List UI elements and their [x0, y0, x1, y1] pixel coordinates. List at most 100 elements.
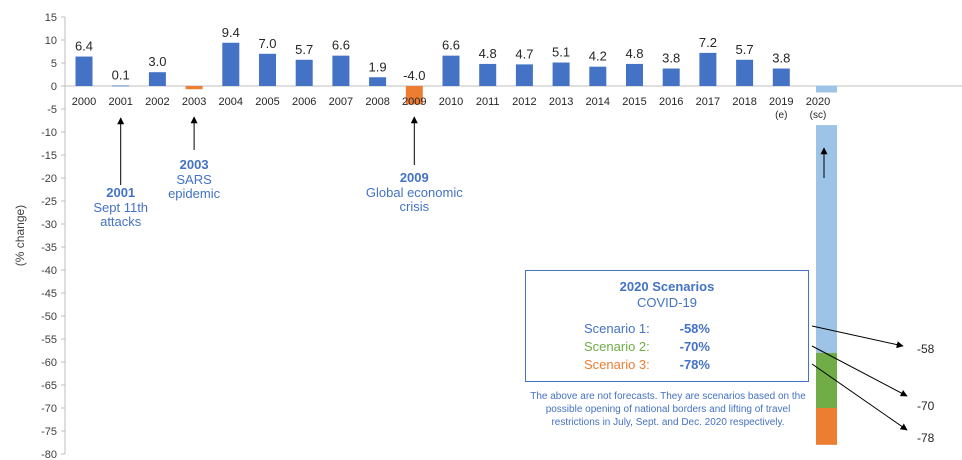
scenario-3-label: Scenario 3: [584, 357, 650, 372]
bar-value-label: 9.4 [222, 25, 240, 40]
bar-value-label: 6.6 [332, 38, 350, 53]
y-tick-label: 0 [51, 81, 57, 93]
y-tick-label: -60 [41, 357, 57, 369]
y-tick-label: -40 [41, 265, 57, 277]
y-tick-label: 15 [45, 12, 57, 24]
bar-value-label: 4.8 [479, 46, 497, 61]
x-tick-label: 2017 [696, 96, 720, 108]
annotation-title: 2001 [106, 185, 135, 200]
annotation-text: attacks [100, 214, 142, 229]
y-tick-label: -75 [41, 426, 57, 438]
y-axis-label: (% change) [13, 205, 27, 266]
bar-value-label: 3.0 [148, 54, 166, 69]
x-tick-label: 2008 [365, 96, 389, 108]
y-tick-label: -10 [41, 127, 57, 139]
y-tick-label: -20 [41, 173, 57, 185]
annotation-text: SARS [176, 172, 212, 187]
bar-value-label: 4.2 [589, 49, 607, 64]
y-tick-label: -25 [41, 196, 57, 208]
scenario-row-1: Scenario 1: -58% [584, 321, 710, 336]
x-tick-label: 2015 [622, 96, 646, 108]
bar [699, 52, 717, 86]
bar-value-label: 5.7 [736, 42, 754, 57]
bar [369, 77, 387, 86]
scenario-value-label: -58 [917, 342, 935, 356]
bar [772, 68, 790, 86]
scenario-value-label: -78 [917, 431, 935, 445]
y-tick-label: -80 [41, 449, 57, 460]
scenario-2-arrow [811, 345, 908, 397]
scenarios-note: The above are not forecasts. They are sc… [530, 391, 806, 428]
bar [259, 53, 276, 86]
x-tick-label: 2006 [292, 96, 316, 108]
bar-value-label: 5.1 [552, 45, 570, 60]
bar [222, 42, 240, 86]
bar [75, 56, 93, 86]
bar-value-label: 6.6 [442, 38, 460, 53]
y-tick-label: -50 [41, 311, 57, 323]
bar-value-label: 7.0 [258, 36, 276, 51]
scenario-bar-segment [816, 408, 837, 445]
scenario-3-value: -78% [679, 357, 710, 372]
bar [185, 86, 203, 90]
x-tick-label: 2012 [512, 96, 536, 108]
y-tick-label: -35 [41, 242, 57, 254]
scenario-1-label: Scenario 1: [584, 321, 650, 336]
x-tick-label: 2018 [732, 96, 756, 108]
x-tick-label: 2007 [329, 96, 353, 108]
scenario-2-label: Scenario 2: [584, 339, 650, 354]
bar-value-label: 4.7 [515, 46, 533, 61]
x-tick-label: 2002 [145, 96, 169, 108]
bar-value-label: 6.4 [75, 39, 93, 54]
annotation-text: Global economic [366, 185, 463, 200]
annotation-title: 2003 [180, 157, 209, 172]
bar [515, 64, 533, 86]
y-tick-label: -5 [47, 104, 57, 116]
bar-value-label: 4.8 [625, 46, 643, 61]
y-tick-label: -70 [41, 403, 57, 415]
y-tick-label: 5 [51, 58, 57, 70]
scenario-1-value: -58% [679, 321, 710, 336]
bar-value-label: 3.8 [772, 51, 790, 66]
bar [112, 85, 130, 87]
x-tick-label: 2009 [402, 96, 426, 108]
x-tick-label: 2004 [219, 96, 243, 108]
bar-value-label: 0.1 [112, 68, 130, 83]
annotation-title: 2009 [400, 170, 429, 185]
bar [626, 63, 643, 86]
bar [295, 59, 313, 86]
x-tick-label: 2019 [769, 96, 793, 108]
scenarios-subtitle: COVID-19 [637, 295, 697, 310]
scenario-bar-segment [816, 125, 837, 353]
scenario-row-3: Scenario 3: -78% [584, 357, 710, 372]
y-tick-label: 10 [45, 35, 57, 47]
bar [148, 72, 166, 86]
scenario-value-label: -70 [917, 399, 935, 413]
x-tick-label: 2000 [72, 96, 96, 108]
bar [736, 59, 754, 86]
x-tick-label: 2010 [439, 96, 463, 108]
x-tick-label: 2016 [659, 96, 683, 108]
bar [662, 68, 680, 86]
scenario-3-arrow [811, 363, 908, 431]
bar [442, 55, 460, 86]
bar [479, 63, 497, 86]
scenario-1-arrow [811, 325, 904, 349]
annotation-text: epidemic [168, 186, 221, 201]
scenario-2-value: -70% [679, 339, 710, 354]
bar-value-label: 1.9 [369, 59, 387, 74]
y-tick-label: -15 [41, 150, 57, 162]
bar [332, 55, 350, 86]
x-tick-label: (sc) [810, 110, 827, 121]
x-tick-label: 2005 [255, 96, 279, 108]
annotation-text: crisis [399, 199, 429, 214]
x-tick-label: 2020 [806, 96, 830, 108]
annotation-text: Sept 11th [93, 200, 148, 215]
y-tick-label: -45 [41, 288, 57, 300]
scenario-bar-segment [816, 352, 837, 408]
bar-value-label: -4.0 [403, 68, 425, 83]
scenario-bar-top [816, 85, 837, 93]
bar-value-label: 5.7 [295, 42, 313, 57]
bar-value-label: 7.2 [699, 35, 717, 50]
x-tick-label: (e) [775, 110, 787, 121]
